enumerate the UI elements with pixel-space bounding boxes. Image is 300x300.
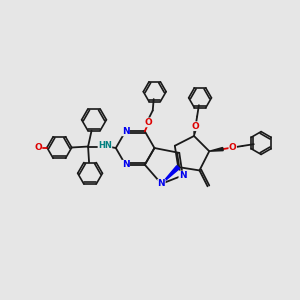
Text: N: N: [179, 171, 187, 180]
Polygon shape: [161, 166, 180, 184]
Text: O: O: [34, 143, 42, 152]
Text: N: N: [158, 179, 165, 188]
Text: N: N: [122, 160, 129, 169]
Text: N: N: [122, 127, 129, 136]
Polygon shape: [209, 148, 223, 151]
Text: HN: HN: [98, 140, 112, 149]
Text: O: O: [192, 122, 200, 131]
Polygon shape: [194, 126, 197, 136]
Text: O: O: [145, 118, 153, 127]
Text: O: O: [229, 143, 237, 152]
